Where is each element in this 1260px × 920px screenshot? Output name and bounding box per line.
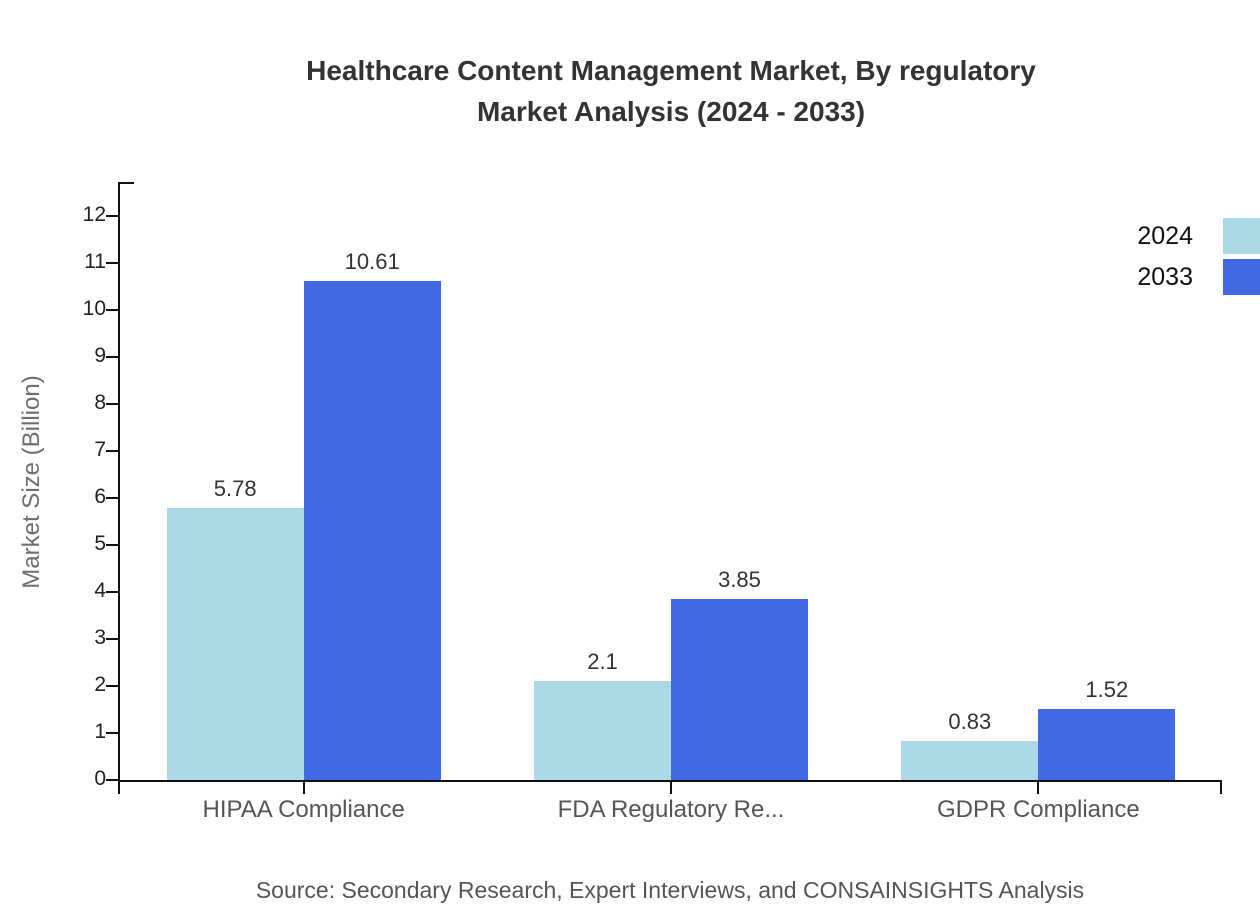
bar-2024-2: [534, 681, 671, 780]
y-axis-tick: [106, 450, 118, 452]
y-axis-tick: [106, 215, 118, 217]
chart-title-line-1: Healthcare Content Management Market, By…: [306, 55, 1036, 86]
chart-title: Healthcare Content Management Market, By…: [120, 50, 1222, 132]
x-axis-end-tick: [1220, 780, 1222, 794]
legend-item-2033: 2033: [1137, 259, 1260, 295]
y-tick-label: 12: [82, 203, 106, 226]
bar-2033-1: [303, 281, 441, 780]
y-axis-tick: [106, 262, 118, 264]
category-label: GDPR Compliance: [936, 796, 1140, 823]
y-axis-tick: [106, 403, 118, 405]
y-axis-tick: [106, 544, 118, 546]
category-label: FDA Regulatory Re...: [557, 796, 785, 823]
y-axis-tick: [106, 356, 118, 358]
y-tick-label: 2: [94, 673, 106, 696]
y-axis-tick: [106, 685, 118, 687]
y-tick-label: 4: [94, 579, 106, 602]
y-axis-tick: [106, 309, 118, 311]
legend-item-2024: 2024: [1137, 218, 1260, 254]
legend-label: 2024: [1137, 221, 1193, 250]
y-axis-tick: [106, 779, 118, 781]
legend-swatch: [1223, 218, 1260, 254]
y-axis-tick: [106, 638, 118, 640]
y-tick-label: 7: [94, 438, 106, 461]
y-axis-tick: [106, 732, 118, 734]
bar-value-label: 5.78: [213, 476, 257, 501]
bar-2024-1: [166, 508, 304, 780]
y-axis-line: [118, 182, 120, 794]
legend-label: 2033: [1137, 262, 1193, 291]
bar-value-label: 1.52: [1085, 677, 1129, 702]
x-axis-tick: [1037, 780, 1040, 794]
y-tick-label: 0: [94, 767, 106, 790]
chart-title-line-2: Market Analysis (2024 - 2033): [476, 96, 866, 127]
bar-2033-2: [671, 599, 808, 780]
y-axis-end-tick: [120, 182, 134, 184]
y-axis-tick: [106, 591, 118, 593]
bar-value-label: 3.85: [718, 567, 761, 592]
y-tick-label: 10: [82, 297, 106, 320]
y-tick-label: 5: [94, 532, 106, 555]
bar-2024-3: [901, 741, 1039, 780]
legend: 2024 2033: [1137, 218, 1260, 295]
source-note: Source: Secondary Research, Expert Inter…: [255, 877, 1085, 903]
bar-value-label: 0.83: [948, 709, 992, 734]
x-axis-tick: [302, 780, 305, 794]
category-label: HIPAA Compliance: [202, 796, 405, 823]
bar-value-label: 10.61: [344, 249, 400, 274]
x-axis-tick: [670, 780, 672, 794]
y-tick-label: 11: [84, 250, 106, 273]
y-tick-label: 1: [94, 720, 106, 743]
bar-value-label: 2.1: [587, 649, 618, 674]
y-tick-label: 3: [94, 626, 106, 649]
legend-swatch: [1223, 259, 1260, 295]
y-tick-label: 6: [94, 485, 106, 508]
y-axis-tick: [106, 497, 118, 499]
y-tick-label: 8: [94, 391, 106, 414]
bar-2033-3: [1038, 709, 1176, 780]
y-tick-label: 9: [94, 344, 106, 367]
